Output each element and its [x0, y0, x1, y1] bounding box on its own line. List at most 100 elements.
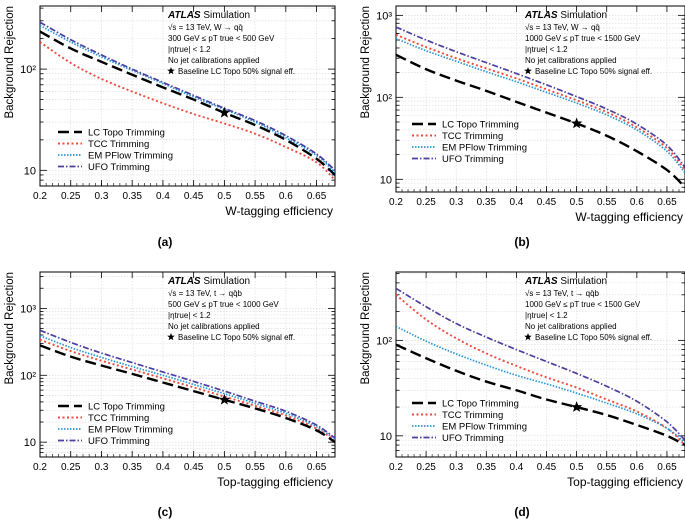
x-tick-label: 0.3	[449, 197, 463, 208]
legend-label-lc: LC Topo Trimming	[442, 120, 519, 131]
x-tick-label: 0.65	[307, 462, 327, 473]
series-line-em	[40, 334, 335, 441]
info-pt-range: 300 GeV ≤ pT true < 500 GeV	[168, 34, 275, 43]
y-axis-title: Background Rejection	[4, 6, 16, 119]
info-energy-process: √s = 13 TeV, t → qq̄b	[168, 289, 243, 298]
info-pt-range: 500 GeV ≤ pT true < 1000 GeV	[168, 300, 279, 309]
series-group	[396, 26, 685, 189]
info-pt-range: 1000 GeV ≤ pT true < 1500 GeV	[525, 34, 641, 43]
x-tick-label: 0.25	[416, 197, 436, 208]
x-axis-title: W-tagging efficiency	[225, 204, 333, 218]
series-line-tcc	[40, 338, 335, 442]
baseline-star-icon	[524, 67, 532, 75]
x-tick-label: 0.5	[570, 462, 584, 473]
x-tick-label: 0.2	[33, 462, 47, 473]
atlas-label: ATLAS Simulation	[524, 276, 607, 287]
x-tick-label: 0.45	[537, 462, 557, 473]
info-block: ATLAS Simulation √s = 13 TeV, W → qq̄ 1000…	[524, 10, 652, 76]
series-line-em	[396, 325, 685, 444]
x-axis-title: Top-tagging efficiency	[567, 475, 683, 489]
atlas-label: ATLAS Simulation	[167, 276, 250, 287]
info-eta-range: |ηtrue| < 1.2	[525, 311, 568, 320]
x-tick-label: 0.25	[416, 462, 436, 473]
series-line-lc	[396, 343, 685, 447]
info-baseline: Baseline LC Topo 50% signal eff.	[178, 333, 295, 342]
x-tick-label: 0.45	[537, 197, 557, 208]
x-tick-label: 0.35	[122, 191, 142, 202]
chart-panel-a: 0.2 0.25 0.3 0.35 0.4 0.45 0.5 0.55 0.6 0.65 10 10²…	[4, 5, 336, 218]
series-line-tcc	[396, 33, 685, 171]
x-tick-label: 0.25	[61, 191, 81, 202]
baseline-star-icon	[524, 333, 532, 341]
x-tick-label: 0.6	[630, 197, 644, 208]
info-calibration: No jet calibrations applied	[525, 322, 617, 331]
info-baseline: Baseline LC Topo 50% signal eff.	[535, 333, 652, 342]
info-block: ATLAS Simulation √s = 13 TeV, W → qq̄ 300 …	[167, 10, 295, 76]
x-tick-label: 0.6	[279, 462, 293, 473]
x-tick-label: 0.5	[217, 462, 231, 473]
baseline-star-marker	[218, 393, 231, 405]
y-tick-label: 10	[380, 174, 392, 186]
series-group	[396, 287, 685, 447]
series-line-lc	[396, 53, 685, 189]
panel-label-a: (a)	[158, 235, 173, 249]
y-tick-label: 10	[24, 165, 36, 177]
x-tick-label: 0.2	[33, 191, 47, 202]
x-tick-label: 0.55	[245, 191, 265, 202]
series-line-ufo	[40, 329, 335, 439]
legend-label-tcc: TCC Trimming	[88, 139, 149, 150]
y-tick-label: 10	[24, 437, 36, 449]
info-block: ATLAS Simulation √s = 13 TeV, t → qq̄b 100…	[524, 276, 652, 342]
x-tick-label: 0.65	[657, 462, 677, 473]
info-pt-range: 1000 GeV ≤ pT true < 1500 GeV	[525, 300, 641, 309]
baseline-star-marker	[218, 106, 231, 118]
y-tick-label: 10²	[20, 370, 36, 382]
legend-label-lc: LC Topo Trimming	[442, 399, 519, 410]
panel-label-d: (d)	[514, 505, 529, 519]
baseline-star-marker	[570, 117, 583, 129]
panel-label-b: (b)	[514, 235, 529, 249]
info-eta-range: |ηtrue| < 1.2	[168, 311, 211, 320]
y-tick-label: 10²	[376, 335, 392, 347]
y-axis-title: Background Rejection	[4, 272, 16, 385]
info-eta-range: |ηtrue| < 1.2	[168, 45, 211, 54]
atlas-label: ATLAS Simulation	[524, 10, 607, 21]
legend-label-tcc: TCC Trimming	[88, 413, 149, 424]
legend-label-lc: LC Topo Trimming	[88, 128, 165, 139]
series-line-lc	[40, 344, 335, 444]
x-tick-label: 0.35	[477, 462, 497, 473]
x-tick-label: 0.3	[95, 191, 109, 202]
info-baseline: Baseline LC Topo 50% signal eff.	[535, 67, 652, 76]
legend-label-em: EM PFlow Trimming	[88, 425, 173, 436]
info-calibration: No jet calibrations applied	[168, 56, 260, 65]
chart-panel-b: 0.2 0.25 0.3 0.35 0.4 0.45 0.5 0.55 0.6 0.65 10 10²…	[360, 5, 685, 224]
x-tick-label: 0.5	[570, 197, 584, 208]
y-tick-label: 10	[380, 431, 392, 443]
legend-label-em: EM PFlow Trimming	[88, 151, 173, 162]
series-group	[40, 329, 335, 444]
x-tick-label: 0.35	[477, 197, 497, 208]
x-tick-label: 0.65	[307, 191, 327, 202]
info-energy-process: √s = 13 TeV, W → qq̄	[525, 23, 600, 32]
y-tick-label: 10²	[20, 64, 36, 76]
legend-label-ufo: UFO Trimming	[88, 436, 150, 447]
series-line-ufo	[396, 26, 685, 168]
x-tick-label: 0.4	[509, 462, 523, 473]
info-baseline: Baseline LC Topo 50% signal eff.	[178, 67, 295, 76]
info-calibration: No jet calibrations applied	[525, 56, 617, 65]
legend-label-ufo: UFO Trimming	[442, 433, 504, 444]
y-axis-title: Background Rejection	[360, 272, 372, 385]
legend-label-tcc: TCC Trimming	[442, 131, 503, 142]
x-tick-label: 0.55	[245, 462, 265, 473]
chart-panel-c: 0.2 0.25 0.3 0.35 0.4 0.45 0.5 0.55 0.6 0.65 10 10²…	[4, 271, 336, 489]
x-tick-label: 0.4	[156, 462, 170, 473]
x-tick-label: 0.2	[389, 462, 403, 473]
x-tick-label: 0.6	[630, 462, 644, 473]
info-block: ATLAS Simulation √s = 13 TeV, t → qq̄b 500…	[167, 276, 295, 342]
x-tick-label: 0.4	[156, 191, 170, 202]
x-axis-title: W-tagging efficiency	[575, 210, 683, 224]
